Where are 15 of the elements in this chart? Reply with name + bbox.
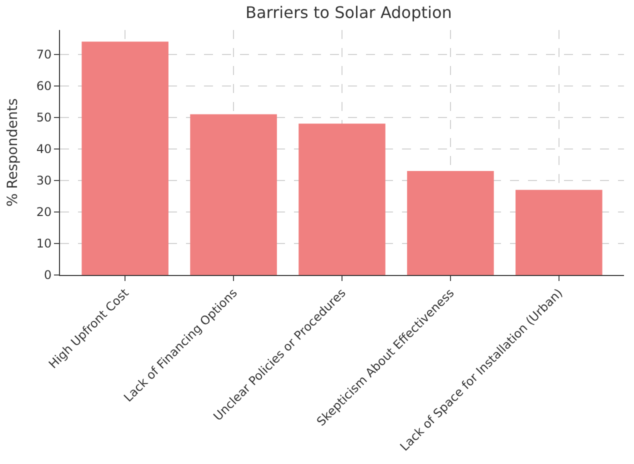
bar	[298, 124, 386, 275]
y-tick-label: 30	[36, 174, 52, 188]
chart-title: Barriers to Solar Adoption	[246, 3, 452, 22]
y-tick-label: 0	[44, 268, 52, 282]
y-tick-label: 50	[36, 110, 52, 125]
y-tick-label: 60	[36, 79, 52, 94]
y-tick-label: 70	[36, 47, 52, 62]
y-tick-label: 20	[36, 205, 52, 220]
bar	[407, 170, 494, 275]
bar	[82, 42, 168, 275]
y-tick-label: 10	[36, 236, 52, 251]
bar	[190, 114, 277, 275]
bar	[516, 190, 602, 275]
y-axis-title: % Respondents	[4, 98, 21, 207]
y-tick-label: 40	[36, 142, 52, 156]
